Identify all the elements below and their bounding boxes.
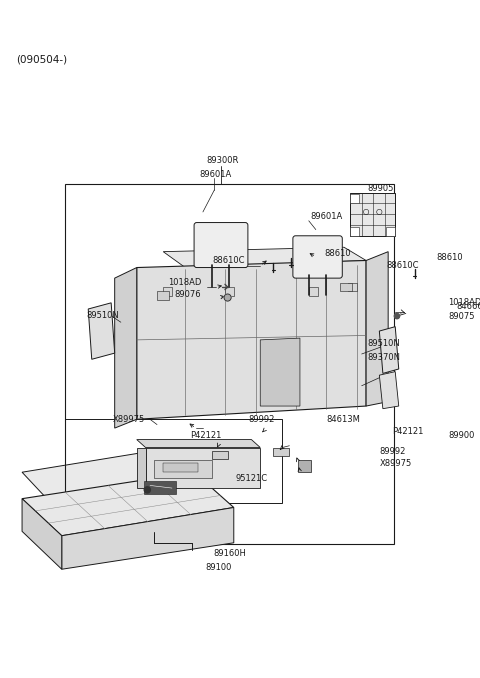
Text: 89300R: 89300R (206, 157, 239, 165)
Text: 84613M: 84613M (326, 415, 360, 424)
Text: 89992: 89992 (249, 415, 275, 424)
Circle shape (395, 313, 400, 319)
Text: X89975: X89975 (379, 459, 411, 468)
Text: 89992: 89992 (379, 447, 406, 456)
Polygon shape (340, 283, 352, 292)
Polygon shape (137, 447, 145, 488)
Polygon shape (298, 460, 311, 472)
Polygon shape (115, 268, 137, 428)
Text: 1018AD: 1018AD (448, 298, 480, 307)
Polygon shape (212, 451, 228, 459)
Text: 84666H: 84666H (456, 302, 480, 311)
Circle shape (144, 487, 150, 493)
Polygon shape (429, 318, 443, 328)
Text: 89160H: 89160H (213, 549, 246, 558)
Text: 88610C: 88610C (213, 256, 245, 265)
Polygon shape (88, 303, 115, 359)
Polygon shape (137, 439, 260, 447)
Polygon shape (386, 227, 395, 236)
Polygon shape (137, 260, 366, 419)
Text: 89900: 89900 (448, 431, 475, 439)
Text: 89601A: 89601A (311, 212, 343, 221)
Polygon shape (163, 463, 199, 472)
FancyBboxPatch shape (194, 222, 248, 268)
Text: (090504-): (090504-) (16, 54, 67, 64)
Text: 88610: 88610 (437, 254, 463, 262)
Polygon shape (155, 460, 212, 479)
Text: 89510N: 89510N (86, 311, 119, 320)
Circle shape (224, 294, 231, 301)
Polygon shape (350, 195, 359, 203)
Polygon shape (144, 481, 177, 494)
Text: 89601A: 89601A (199, 170, 231, 178)
Polygon shape (309, 287, 318, 296)
Text: 1018AD: 1018AD (168, 278, 201, 287)
Text: 89370N: 89370N (367, 353, 400, 362)
Polygon shape (163, 287, 172, 296)
Text: 88610: 88610 (324, 249, 351, 258)
Polygon shape (366, 252, 388, 406)
Text: X89975: X89975 (112, 415, 144, 424)
Polygon shape (62, 508, 234, 570)
Text: P42121: P42121 (393, 427, 424, 436)
Text: 89510N: 89510N (367, 339, 400, 348)
Polygon shape (22, 453, 168, 500)
Polygon shape (163, 247, 366, 268)
Text: 89905: 89905 (367, 184, 394, 193)
Polygon shape (157, 292, 169, 300)
Text: 89076: 89076 (175, 290, 201, 298)
Polygon shape (22, 499, 62, 570)
Polygon shape (145, 447, 260, 488)
Text: 88610C: 88610C (386, 261, 419, 271)
Polygon shape (274, 448, 289, 456)
Polygon shape (225, 287, 234, 296)
Text: 95121C: 95121C (235, 474, 267, 483)
Polygon shape (22, 472, 234, 536)
Polygon shape (348, 283, 357, 292)
Polygon shape (379, 327, 399, 374)
Polygon shape (379, 372, 399, 409)
Text: 89075: 89075 (448, 312, 475, 321)
Polygon shape (350, 193, 395, 236)
Polygon shape (260, 338, 300, 406)
Polygon shape (350, 227, 359, 236)
FancyBboxPatch shape (293, 236, 342, 278)
Text: P42121: P42121 (190, 431, 221, 439)
Text: 89100: 89100 (205, 563, 232, 572)
Polygon shape (48, 479, 168, 532)
